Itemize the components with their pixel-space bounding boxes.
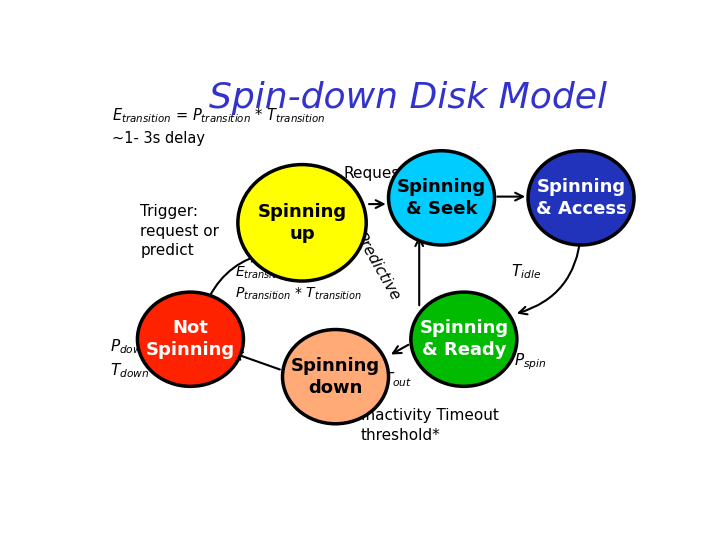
- Ellipse shape: [138, 292, 243, 386]
- Text: Trigger:
request or
predict: Trigger: request or predict: [140, 204, 219, 259]
- Text: Spinning
down: Spinning down: [291, 356, 380, 397]
- Text: $P_{down}$
$T_{down}$: $P_{down}$ $T_{down}$: [109, 337, 149, 380]
- Ellipse shape: [389, 151, 495, 245]
- Ellipse shape: [238, 165, 366, 281]
- Text: $E_{transition}$ = $P_{transition}$ * $T_{transition}$
~1- 3s delay: $E_{transition}$ = $P_{transition}$ * $T…: [112, 106, 326, 146]
- Text: Spinning
& Access: Spinning & Access: [536, 178, 626, 218]
- Text: $P_{spin}$: $P_{spin}$: [514, 352, 546, 372]
- Ellipse shape: [282, 329, 389, 424]
- Text: Spinning
& Ready: Spinning & Ready: [419, 319, 508, 359]
- Ellipse shape: [411, 292, 517, 386]
- Ellipse shape: [528, 151, 634, 245]
- Text: Spin-down Disk Model: Spin-down Disk Model: [209, 82, 607, 116]
- Text: Spinning
& Seek: Spinning & Seek: [397, 178, 486, 218]
- Text: Predictive: Predictive: [352, 230, 402, 303]
- Text: Request: Request: [343, 166, 406, 181]
- Text: Inactivity Timeout
threshold*: Inactivity Timeout threshold*: [361, 408, 498, 443]
- Text: $T_{idle}$: $T_{idle}$: [511, 262, 541, 281]
- Text: Spinning
up: Spinning up: [258, 202, 346, 243]
- Text: $E_{transition}$ =
$P_{transition}$ * $T_{transition}$: $E_{transition}$ = $P_{transition}$ * $T…: [235, 265, 362, 302]
- Text: $T_{out}$: $T_{out}$: [383, 370, 412, 389]
- Text: Not
Spinning: Not Spinning: [146, 319, 235, 359]
